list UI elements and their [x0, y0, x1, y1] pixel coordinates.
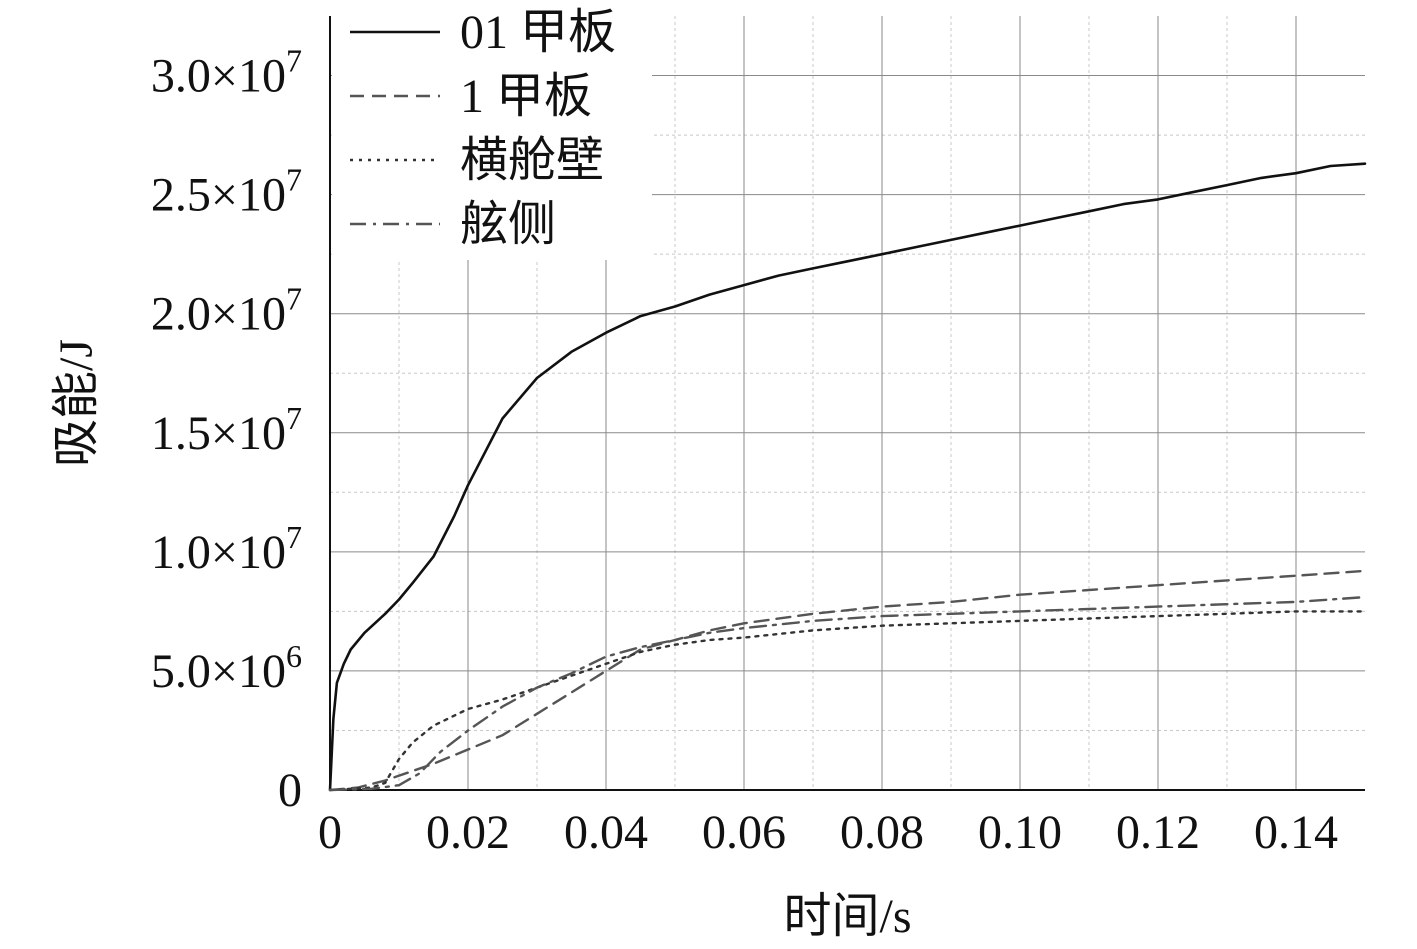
legend-label: 舷侧 — [460, 198, 556, 251]
y-tick-label: 2.5×107 — [151, 162, 302, 222]
y-tick-label: 1.0×107 — [151, 519, 302, 579]
legend-label: 横舱壁 — [460, 134, 604, 187]
y-tick-label: 2.0×107 — [151, 281, 302, 341]
series-line — [328, 595, 1367, 792]
series-line — [328, 162, 1367, 792]
legend-label: 01 甲板 — [460, 6, 616, 59]
legend-label: 1 甲板 — [460, 70, 592, 123]
x-axis-title: 时间/s — [783, 890, 911, 943]
y-axis-title: 吸能/J — [50, 339, 103, 467]
x-tick-label: 0.10 — [978, 806, 1062, 859]
x-tick-label: 0.12 — [1116, 806, 1200, 859]
legend-box — [332, 2, 652, 260]
x-tick-label: 0.02 — [426, 806, 510, 859]
y-tick-label: 1.5×107 — [151, 400, 302, 460]
series-lines — [328, 162, 1367, 792]
series-line — [328, 610, 1367, 792]
x-tick-label: 0.04 — [564, 806, 648, 859]
tick-labels: 0 0.02 0.04 0.06 0.08 0.10 0.12 0.14 0 5.0×106 1.0… — [151, 43, 1338, 859]
y-tick-label: 3.0×107 — [151, 43, 302, 103]
x-tick-label: 0 — [318, 806, 342, 859]
x-tick-label: 0.08 — [840, 806, 924, 859]
series-line — [328, 569, 1367, 792]
x-tick-label: 0.06 — [702, 806, 786, 859]
axes — [329, 16, 1365, 791]
y-tick-label: 0 — [278, 764, 302, 817]
y-tick-label: 5.0×106 — [151, 638, 302, 698]
x-tick-label: 0.14 — [1254, 806, 1338, 859]
